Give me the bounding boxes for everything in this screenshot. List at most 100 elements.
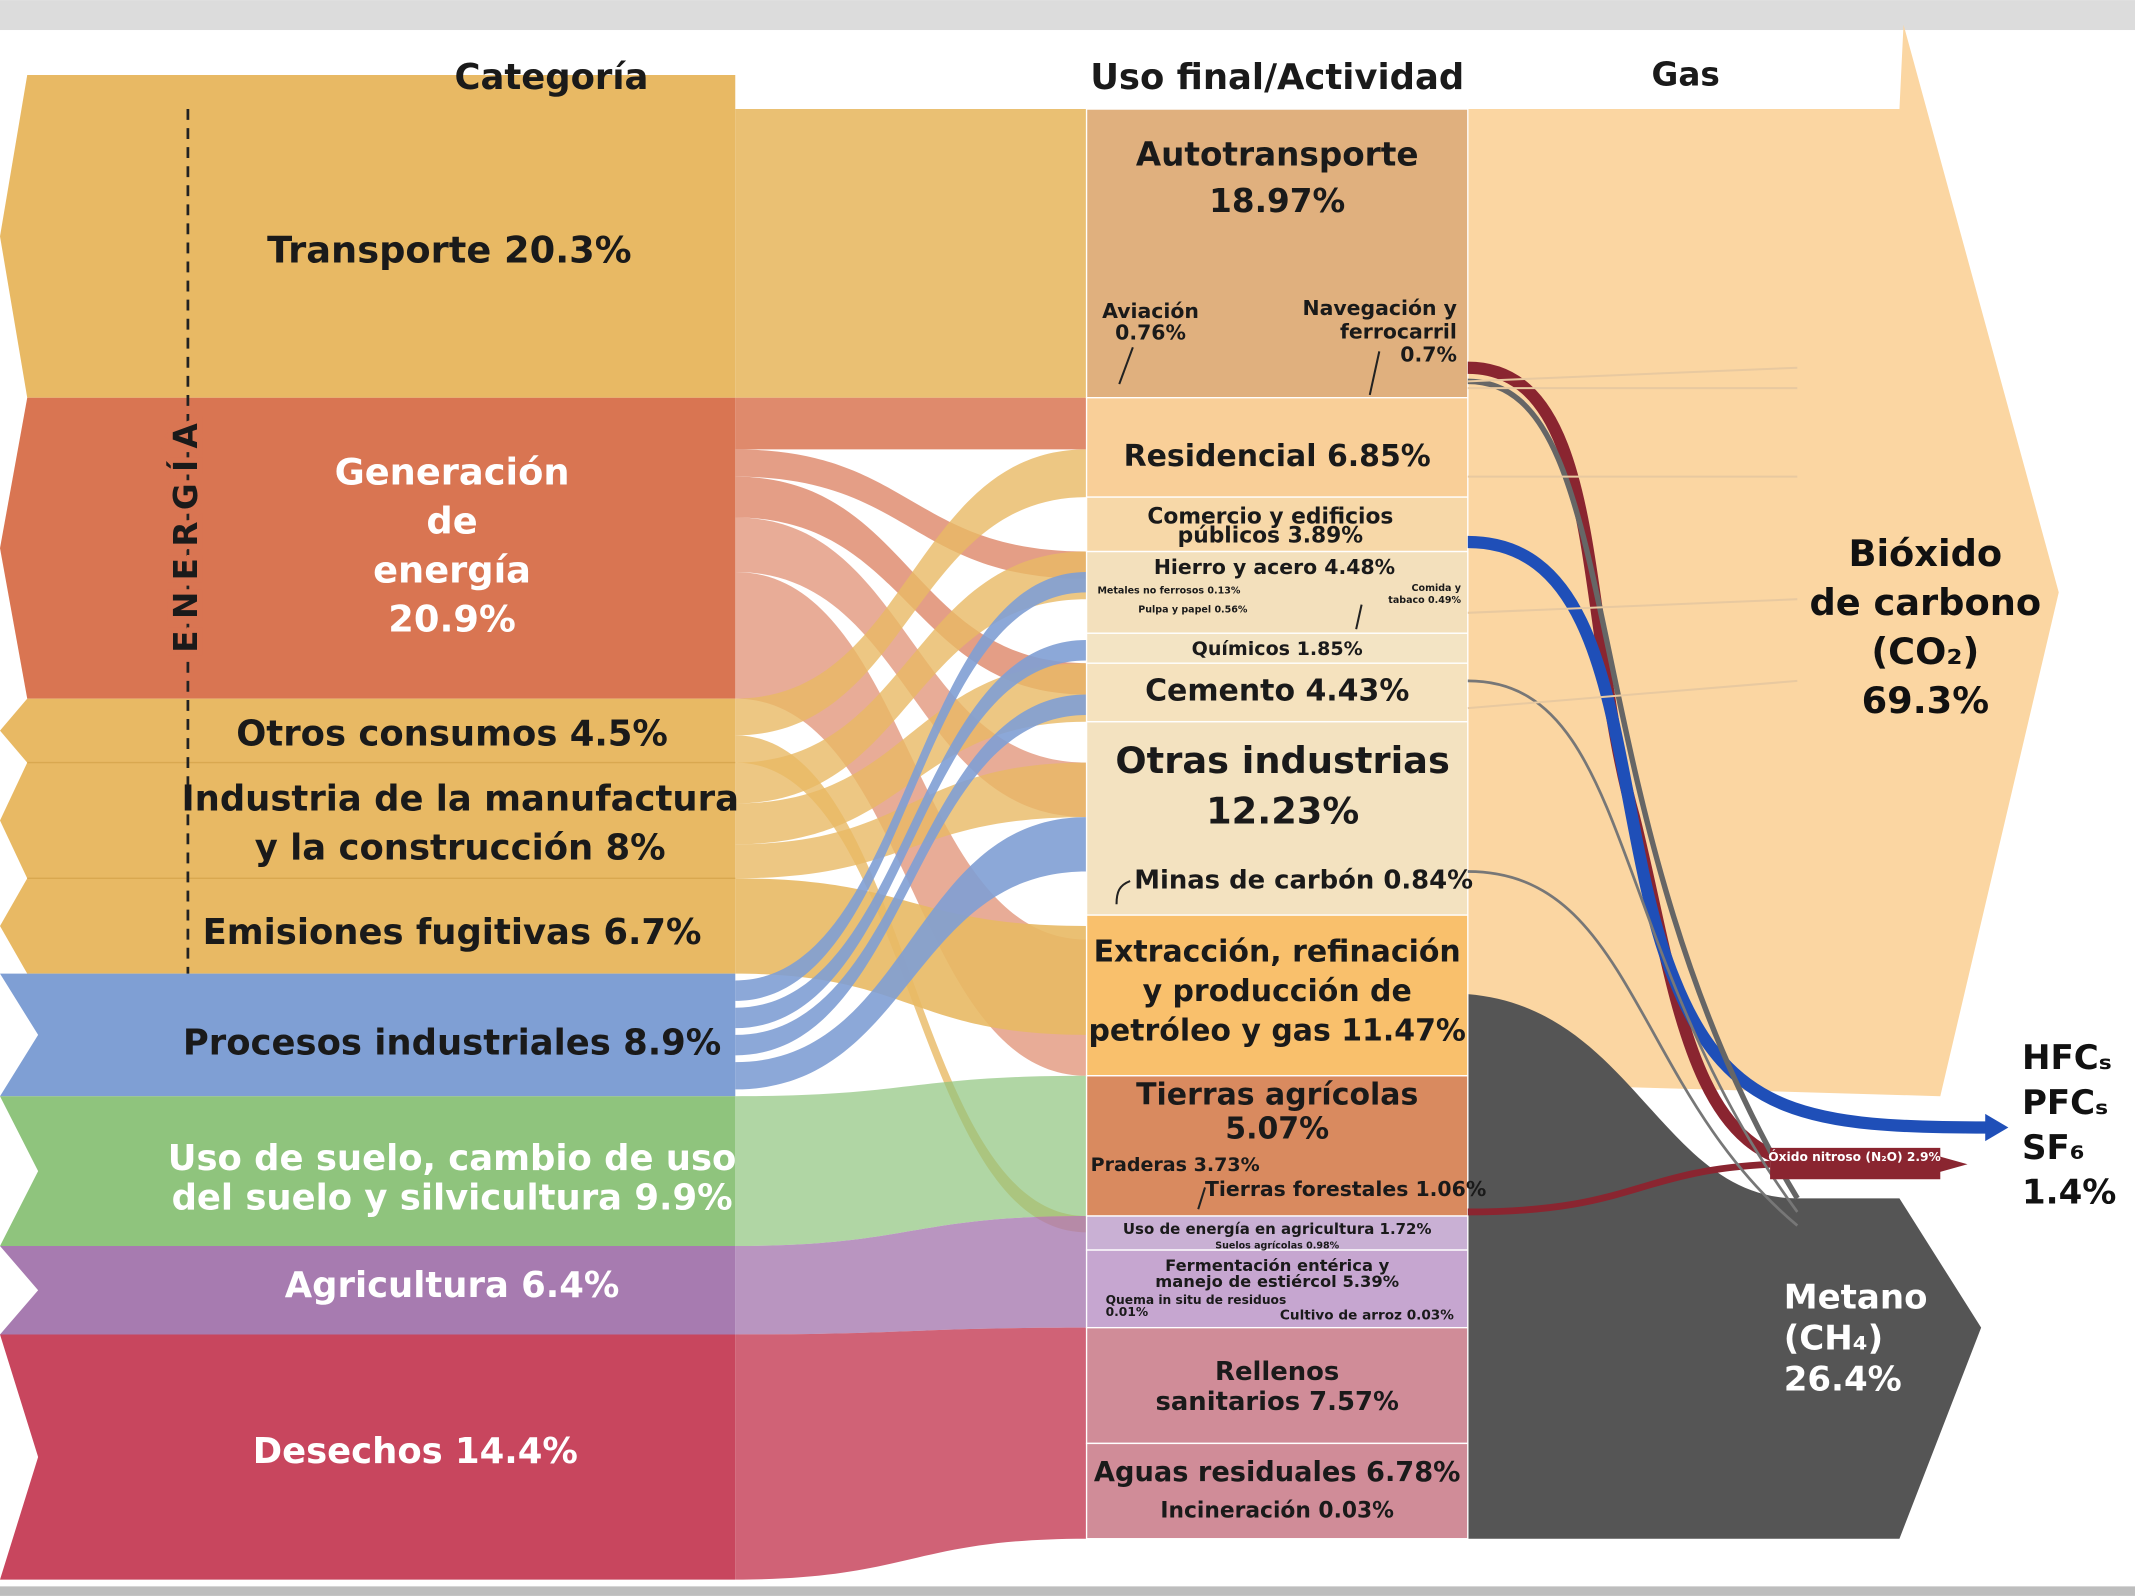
gase-label: 1.4% xyxy=(2022,1173,2116,1213)
categorie-label: 20.9% xyxy=(388,597,516,640)
activitie-label: Comercio y edificios xyxy=(1147,505,1393,530)
fgas-flow xyxy=(1467,535,1988,1134)
categorie-label: de xyxy=(426,499,477,542)
activitie-label: 0.7% xyxy=(1400,342,1457,366)
activitie-label: Cultivo de arroz 0.03% xyxy=(1280,1307,1454,1323)
pointer xyxy=(1197,1187,1206,1210)
activitie-label: Suelos agrícolas 0.98% xyxy=(1215,1240,1339,1251)
flow-ribbon xyxy=(735,762,1087,879)
ch4-flow xyxy=(1467,870,1799,1227)
activity-node xyxy=(1085,550,1469,634)
gase-label: (CO₂) xyxy=(1871,630,1979,673)
activitie-label: Pulpa y papel 0.56% xyxy=(1138,605,1248,616)
pointers xyxy=(1115,346,1381,1210)
activity-node xyxy=(1085,914,1469,1077)
flow-ribbon xyxy=(735,1216,1087,1335)
category-band xyxy=(0,1245,736,1335)
co2-flow xyxy=(1467,366,1798,710)
categorie-label: del suelo y silvicultura 9.9% xyxy=(172,1178,733,1219)
activitie-label: Aviación xyxy=(1102,299,1199,323)
activitie-label: Praderas 3.73% xyxy=(1091,1154,1260,1176)
activity-node xyxy=(1085,496,1469,553)
activitie-label: sanitarios 7.57% xyxy=(1155,1387,1399,1417)
activitie-label: Minas de carbón 0.84% xyxy=(1134,866,1473,896)
activitie-label: Fermentación entérica y xyxy=(1165,1256,1390,1275)
categorie-label: Uso de suelo, cambio de uso xyxy=(168,1138,737,1179)
flow-ribbon xyxy=(735,817,1087,1090)
activitie-label: Cemento 4.43% xyxy=(1145,673,1409,708)
flow-ribbon xyxy=(735,1327,1087,1580)
flow-ribbon xyxy=(735,397,1087,450)
activitie-label: 0.01% xyxy=(1106,1305,1149,1319)
category-band xyxy=(0,1096,736,1246)
ch4-flow xyxy=(1467,679,1799,1213)
labels: Categoría Uso final/Actividad Gas Transport… xyxy=(161,55,2116,1523)
n2o-band xyxy=(1770,1147,1941,1180)
categorie-label: Industria de la manufactura xyxy=(181,779,739,820)
category-band xyxy=(0,1334,736,1580)
categorie-label: Procesos industriales 8.9% xyxy=(183,1022,721,1063)
activity-node xyxy=(1085,662,1469,723)
activity-node xyxy=(1085,1442,1469,1540)
flow-ribbon xyxy=(735,449,1087,736)
top-bar xyxy=(0,0,2135,31)
gase-label: Óxido nitroso (N₂O) 2.9% xyxy=(1768,1149,1941,1164)
gase-label: HFCₛ xyxy=(2022,1038,2112,1078)
activitie-label: Hierro y acero 4.48% xyxy=(1154,555,1395,579)
activitie-label: Autotransporte xyxy=(1136,136,1419,174)
category-band xyxy=(0,698,736,763)
flow-ribbon xyxy=(735,109,1087,398)
category-band xyxy=(0,878,736,974)
pointer xyxy=(1118,346,1134,385)
methane-flow xyxy=(1467,994,1982,1539)
flow-ribbon xyxy=(735,663,1087,845)
activitie-label: Uso de energía en agricultura 1.72% xyxy=(1123,1220,1432,1238)
flow-ribbon xyxy=(735,551,1087,804)
flow-ribbon xyxy=(735,1075,1087,1246)
categorie-label: Agricultura 6.4% xyxy=(285,1265,620,1306)
header-label: Categoría xyxy=(455,57,649,98)
activitie-label: y producción de xyxy=(1143,974,1412,1009)
activitie-label: Residencial 6.85% xyxy=(1124,439,1431,474)
activitie-label: públicos 3.89% xyxy=(1178,524,1364,549)
fgas-arrowhead xyxy=(1985,1113,2009,1142)
activitie-label: 5.07% xyxy=(1225,1112,1329,1147)
activitie-label: ferrocarril xyxy=(1340,319,1457,343)
header-label: Uso final/Actividad xyxy=(1090,57,1464,98)
categorie-label: Desechos 14.4% xyxy=(253,1431,578,1472)
activitie-label: Aguas residuales 6.78% xyxy=(1094,1457,1461,1488)
activity-node xyxy=(1085,721,1469,916)
activitie-label: Navegación y xyxy=(1302,296,1456,320)
flow-ribbon xyxy=(735,571,1087,1001)
ch4-flow xyxy=(1467,378,1800,1200)
gase-label: de carbono xyxy=(1809,581,2041,624)
activitie-label: Metales no ferrosos 0.13% xyxy=(1097,586,1240,597)
activitie-label: Incineración 0.03% xyxy=(1160,1498,1394,1523)
categorie-label: Transporte 20.3% xyxy=(267,228,631,271)
middle-column xyxy=(1085,108,1469,1540)
flow-ribbon xyxy=(735,640,1087,1029)
activity-node xyxy=(1085,632,1469,664)
activity-node xyxy=(1085,1326,1469,1445)
activitie-label: Quema in situ de residuos xyxy=(1106,1293,1287,1307)
categorie-label: y la construcción 8% xyxy=(255,828,666,869)
activitie-label: 0.76% xyxy=(1115,321,1186,345)
activitie-label: Extracción, refinación xyxy=(1094,935,1461,970)
activity-node xyxy=(1085,397,1469,498)
category-band xyxy=(0,762,736,879)
gase-label: PFCₛ xyxy=(2022,1083,2108,1123)
categorie-label: Generación xyxy=(335,450,570,493)
categorie-label: Otros consumos 4.5% xyxy=(236,713,668,754)
energy-label: E N E R G Í A xyxy=(167,422,205,652)
n2o-arrowhead xyxy=(1933,1154,1968,1174)
gase-label: 26.4% xyxy=(1784,1359,1902,1399)
activitie-label: Comida y xyxy=(1412,583,1462,594)
activitie-label: Otras industrias xyxy=(1115,739,1449,782)
activitie-label: Tierras agrícolas xyxy=(1136,1078,1418,1113)
activitie-label: petróleo y gas 11.47% xyxy=(1088,1014,1465,1049)
activitie-label: 12.23% xyxy=(1206,789,1359,832)
pointer xyxy=(1368,351,1381,396)
activitie-label: Rellenos xyxy=(1215,1357,1339,1387)
flow-ribbon xyxy=(735,694,1087,1056)
